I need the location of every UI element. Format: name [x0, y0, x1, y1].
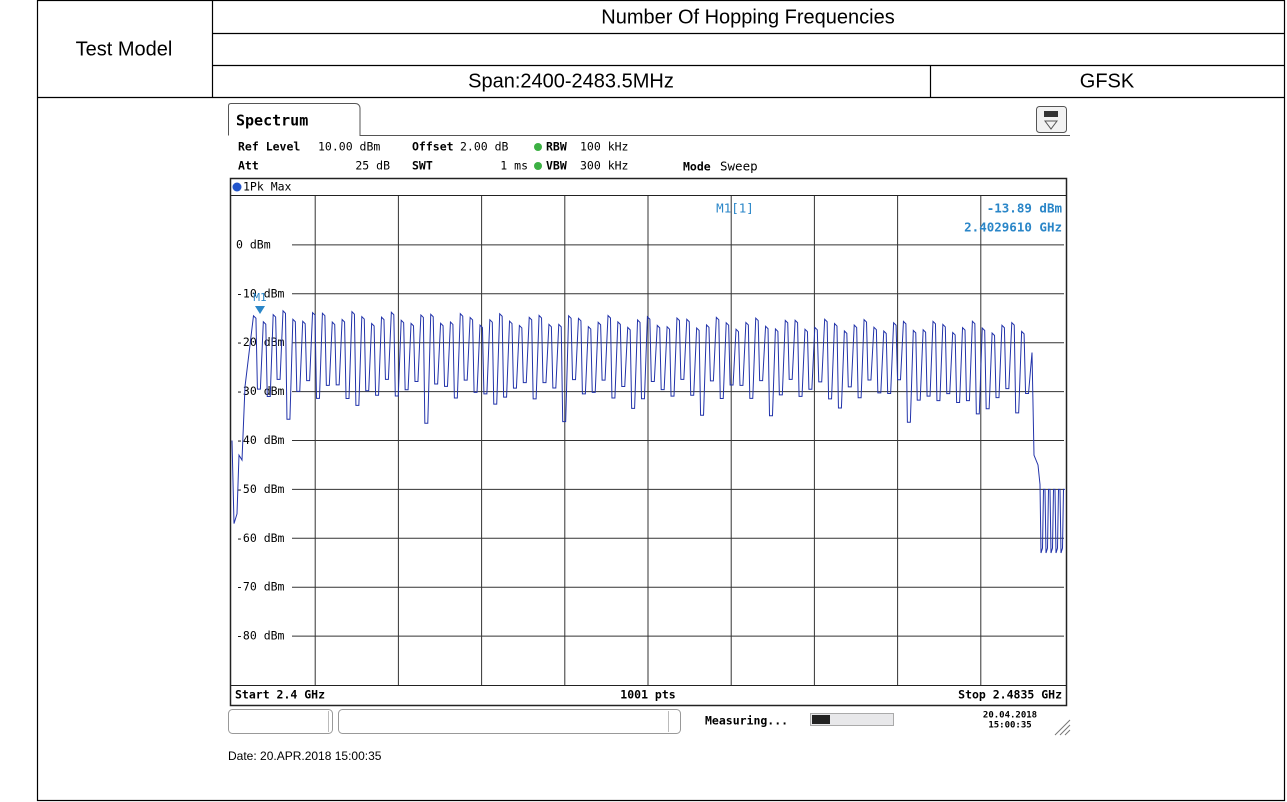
date-footer: Date: 20.APR.2018 15:00:35	[228, 749, 382, 763]
y-axis-label: -70 dBm	[236, 580, 285, 594]
setting-label: Ref Level	[238, 140, 300, 154]
span: Span:2400-2483.5MHz	[468, 70, 674, 92]
status-date: 20.04.2018	[983, 711, 1037, 721]
setting-label: Offset	[412, 140, 454, 154]
setting-value: 25 dB	[355, 159, 390, 173]
setting-label: Mode	[683, 160, 711, 174]
status-dot	[534, 162, 542, 170]
marker-triangle	[255, 306, 265, 314]
trace-dot	[232, 182, 242, 192]
table-frame	[36, 0, 1286, 802]
setting-value: 100 kHz	[580, 140, 628, 154]
y-axis-label: -10 dBm	[236, 286, 285, 300]
plot: 0 dBm -10 dBm -20 dBm -30 dBm -40 dBm -50 dBm…	[231, 196, 1065, 685]
status: Measuring...	[705, 714, 788, 728]
y-axis-label: -40 dBm	[236, 433, 285, 447]
marker-name: M1[1]	[716, 201, 754, 216]
tab-label: Spectrum	[236, 112, 308, 130]
row-header: Test Model	[76, 38, 173, 60]
setting-label: Att	[238, 159, 259, 173]
setting-value: 1 ms	[500, 159, 528, 173]
status-dot	[534, 143, 542, 151]
stop-frequency: Stop 2.4835 GHz	[958, 688, 1062, 702]
y-axis-label: -80 dBm	[236, 629, 285, 643]
start-frequency: Start 2.4 GHz	[235, 688, 325, 702]
y-axis-label: -50 dBm	[236, 482, 285, 496]
y-axis-label: -30 dBm	[236, 384, 285, 398]
table-title: Number Of Hopping Frequencies	[601, 6, 894, 28]
spectrum-trace	[231, 309, 1065, 554]
points: 1001 pts	[620, 688, 675, 702]
y-axis-label: -60 dBm	[236, 531, 285, 545]
y-axis-label: 0 dBm	[236, 237, 271, 251]
y-axis-label: -20 dBm	[236, 335, 285, 349]
setting-label: SWT	[412, 159, 433, 173]
setting-value: 300 kHz	[580, 159, 628, 173]
setting-value: Sweep	[720, 159, 758, 174]
setting-value: 10.00 dBm	[318, 140, 380, 154]
marker-frequency: 2.4029610 GHz	[964, 220, 1062, 235]
modulation: GFSK	[1080, 70, 1135, 92]
setting-label: RBW	[546, 140, 567, 154]
setting-value: 2.00 dB	[460, 140, 509, 154]
marker-level: -13.89 dBm	[987, 201, 1063, 216]
marker-tag: M1	[253, 291, 266, 304]
screen-frame	[228, 103, 1071, 736]
trace-label: 1Pk Max	[243, 180, 292, 194]
setting-label: VBW	[546, 159, 567, 173]
status-time: 15:00:35	[988, 721, 1031, 731]
